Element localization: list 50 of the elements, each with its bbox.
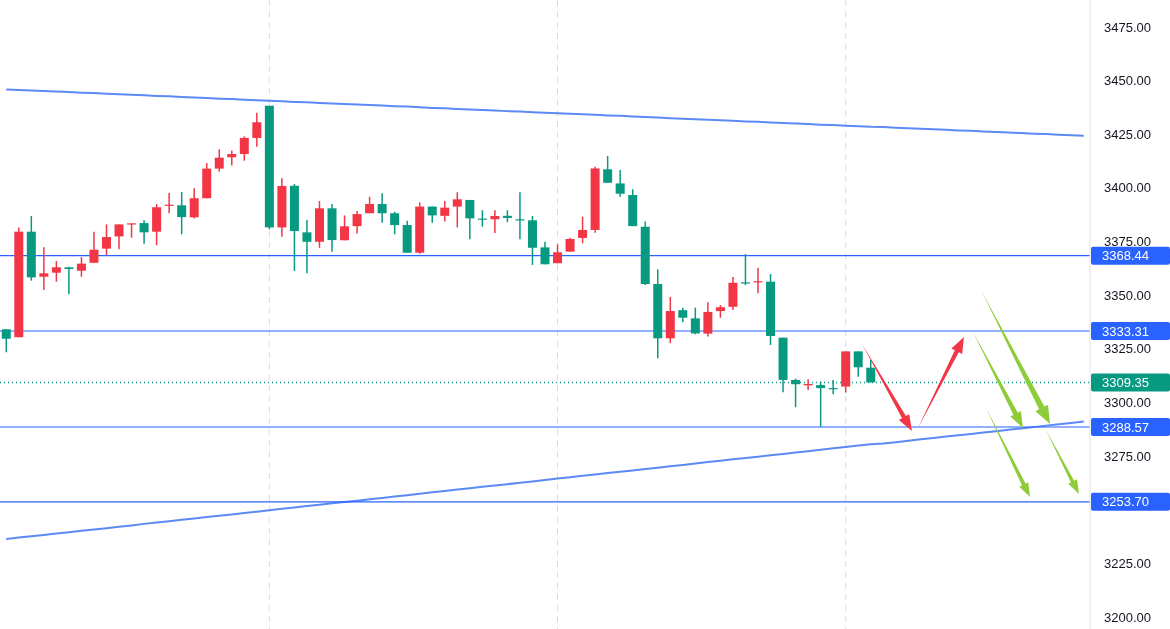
ref-line-label: 3368.44 — [1102, 248, 1149, 264]
y-tick-label: 3450.00 — [1104, 73, 1151, 89]
candlestick — [252, 111, 262, 148]
candlestick — [114, 223, 124, 251]
candlestick — [39, 246, 49, 291]
candlestick — [465, 199, 475, 240]
y-tick-label: 3275.00 — [1104, 448, 1151, 464]
candlestick — [89, 230, 99, 264]
candlestick — [1, 328, 11, 354]
y-tick-label: 3200.00 — [1104, 609, 1151, 625]
candlestick — [816, 380, 826, 428]
candlestick — [452, 191, 462, 229]
line-series — [5, 88, 1085, 137]
candlestick — [51, 260, 61, 283]
candlestick — [490, 209, 500, 234]
y-tick-label: 3325.00 — [1104, 341, 1151, 357]
candlestick — [703, 301, 713, 338]
candlestick — [64, 266, 74, 296]
candlestick — [690, 306, 700, 335]
ref-line-label: 3288.57 — [1102, 419, 1149, 435]
candlestick — [853, 350, 863, 378]
candlestick — [239, 135, 249, 162]
candlestick — [214, 148, 224, 173]
candlestick — [139, 219, 149, 245]
candlestick — [76, 256, 86, 278]
candlestick — [615, 169, 625, 198]
candlestick — [377, 192, 387, 224]
candlestick — [177, 191, 187, 236]
candlestick — [440, 200, 450, 223]
line-series — [5, 420, 1085, 541]
y-tick-label: 3425.00 — [1104, 126, 1151, 142]
y-tick-label: 3225.00 — [1104, 555, 1151, 571]
candlestick — [740, 253, 750, 286]
y-tick-label: 3475.00 — [1104, 19, 1151, 35]
y-tick-label: 3400.00 — [1104, 180, 1151, 196]
candlestick — [390, 210, 400, 236]
candlestick — [340, 214, 350, 242]
ref-line-label: 3333.31 — [1102, 323, 1149, 339]
candlestick — [352, 210, 362, 235]
candlestick — [189, 187, 199, 220]
y-tick-label: 3375.00 — [1104, 234, 1151, 250]
y-tick-label: 3300.00 — [1104, 395, 1151, 411]
y-tick-label: 3350.00 — [1104, 287, 1151, 303]
candlestick — [101, 223, 111, 256]
ref-line-label: 3253.70 — [1102, 494, 1149, 510]
candlestick — [578, 215, 588, 245]
ref-line-label: 3309.35 — [1102, 374, 1149, 390]
candlestick — [302, 219, 312, 275]
candlestick — [227, 149, 237, 167]
candlestick — [603, 155, 613, 184]
